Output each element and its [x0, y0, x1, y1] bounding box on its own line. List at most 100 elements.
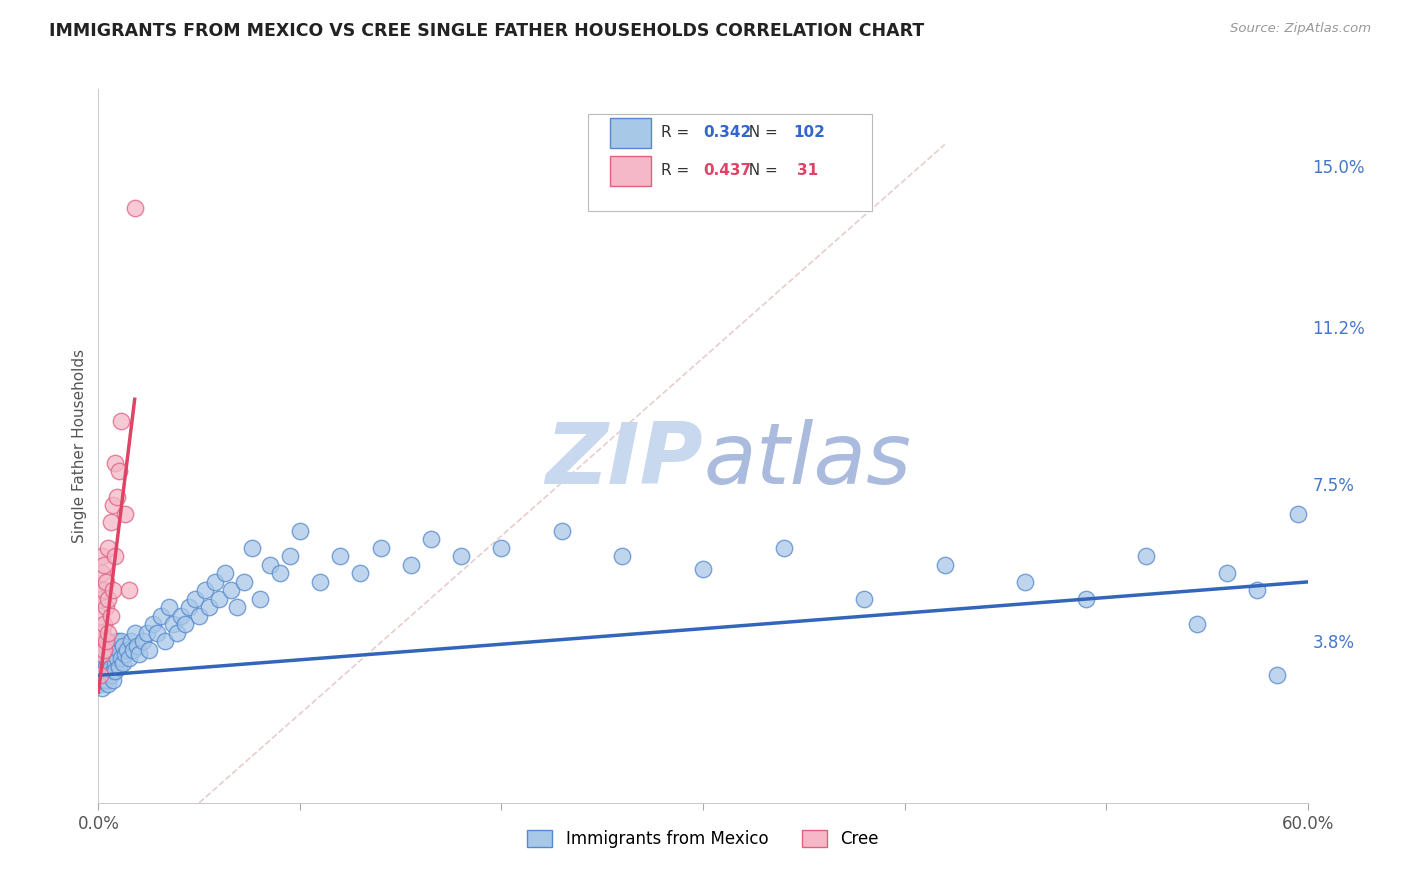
Text: 0.342: 0.342 — [703, 125, 751, 140]
Point — [118, 651, 141, 665]
Point — [349, 566, 371, 581]
Point — [128, 647, 150, 661]
Point — [692, 562, 714, 576]
Point — [93, 639, 115, 653]
Point — [450, 549, 472, 564]
Point — [89, 677, 111, 691]
Point — [853, 591, 876, 606]
Point — [240, 541, 263, 555]
Point — [89, 583, 111, 598]
Point — [110, 413, 132, 427]
Point — [105, 651, 128, 665]
Point — [97, 664, 120, 678]
Point — [107, 465, 129, 479]
FancyBboxPatch shape — [610, 118, 651, 148]
Y-axis label: Single Father Households: Single Father Households — [72, 349, 87, 543]
Point — [96, 668, 118, 682]
Point — [101, 583, 124, 598]
Point — [114, 507, 136, 521]
Point — [100, 516, 122, 530]
Point — [107, 643, 129, 657]
Point — [370, 541, 392, 555]
Text: N =: N = — [740, 125, 783, 140]
Point — [214, 566, 236, 581]
Point — [101, 647, 124, 661]
Point — [91, 647, 114, 661]
Point — [100, 668, 122, 682]
Point — [309, 574, 332, 589]
Point — [1246, 583, 1268, 598]
Text: atlas: atlas — [703, 418, 911, 502]
Point — [91, 591, 114, 606]
Point — [162, 617, 184, 632]
Point — [121, 643, 143, 657]
Text: IMMIGRANTS FROM MEXICO VS CREE SINGLE FATHER HOUSEHOLDS CORRELATION CHART: IMMIGRANTS FROM MEXICO VS CREE SINGLE FA… — [49, 22, 925, 40]
Point — [221, 583, 243, 598]
Point — [1267, 668, 1289, 682]
Point — [110, 651, 132, 665]
Point — [89, 608, 111, 623]
Text: 102: 102 — [793, 125, 825, 140]
Point — [93, 617, 115, 632]
Point — [120, 634, 142, 648]
Point — [184, 591, 207, 606]
Point — [93, 664, 115, 678]
Point — [934, 558, 956, 572]
Text: 0.437: 0.437 — [703, 163, 751, 178]
Point — [91, 626, 114, 640]
Point — [153, 634, 176, 648]
Point — [226, 600, 249, 615]
Point — [1074, 591, 1097, 606]
Point — [93, 647, 115, 661]
Point — [420, 533, 443, 547]
Point — [232, 574, 254, 589]
Point — [103, 639, 125, 653]
Point — [194, 583, 217, 598]
Point — [188, 608, 211, 623]
Point — [124, 626, 146, 640]
Point — [103, 549, 125, 564]
Point — [93, 668, 115, 682]
Text: R =: R = — [661, 163, 693, 178]
Point — [97, 647, 120, 661]
Point — [115, 643, 138, 657]
Point — [170, 608, 193, 623]
Point — [146, 626, 169, 640]
Point — [157, 600, 180, 615]
Point — [91, 549, 114, 564]
Point — [89, 656, 111, 670]
Point — [166, 626, 188, 640]
Point — [91, 647, 114, 661]
Point — [1216, 566, 1239, 581]
Legend: Immigrants from Mexico, Cree: Immigrants from Mexico, Cree — [520, 823, 886, 855]
Point — [97, 541, 120, 555]
Point — [198, 600, 221, 615]
Point — [91, 634, 114, 648]
Point — [105, 634, 128, 648]
Point — [179, 600, 201, 615]
Point — [491, 541, 513, 555]
Point — [89, 668, 111, 682]
Point — [107, 660, 129, 674]
Point — [208, 591, 231, 606]
Point — [329, 549, 352, 564]
Point — [96, 643, 118, 657]
Point — [142, 617, 165, 632]
Point — [114, 647, 136, 661]
Point — [110, 634, 132, 648]
Point — [89, 660, 111, 674]
Point — [111, 656, 134, 670]
Point — [103, 656, 125, 670]
Point — [105, 490, 128, 504]
Point — [399, 558, 422, 572]
Point — [91, 566, 114, 581]
Point — [1135, 549, 1157, 564]
Point — [118, 583, 141, 598]
Point — [132, 634, 155, 648]
Point — [91, 664, 114, 678]
Point — [1185, 617, 1208, 632]
Point — [204, 574, 226, 589]
Point — [125, 639, 148, 653]
Point — [174, 617, 197, 632]
Point — [89, 668, 111, 682]
